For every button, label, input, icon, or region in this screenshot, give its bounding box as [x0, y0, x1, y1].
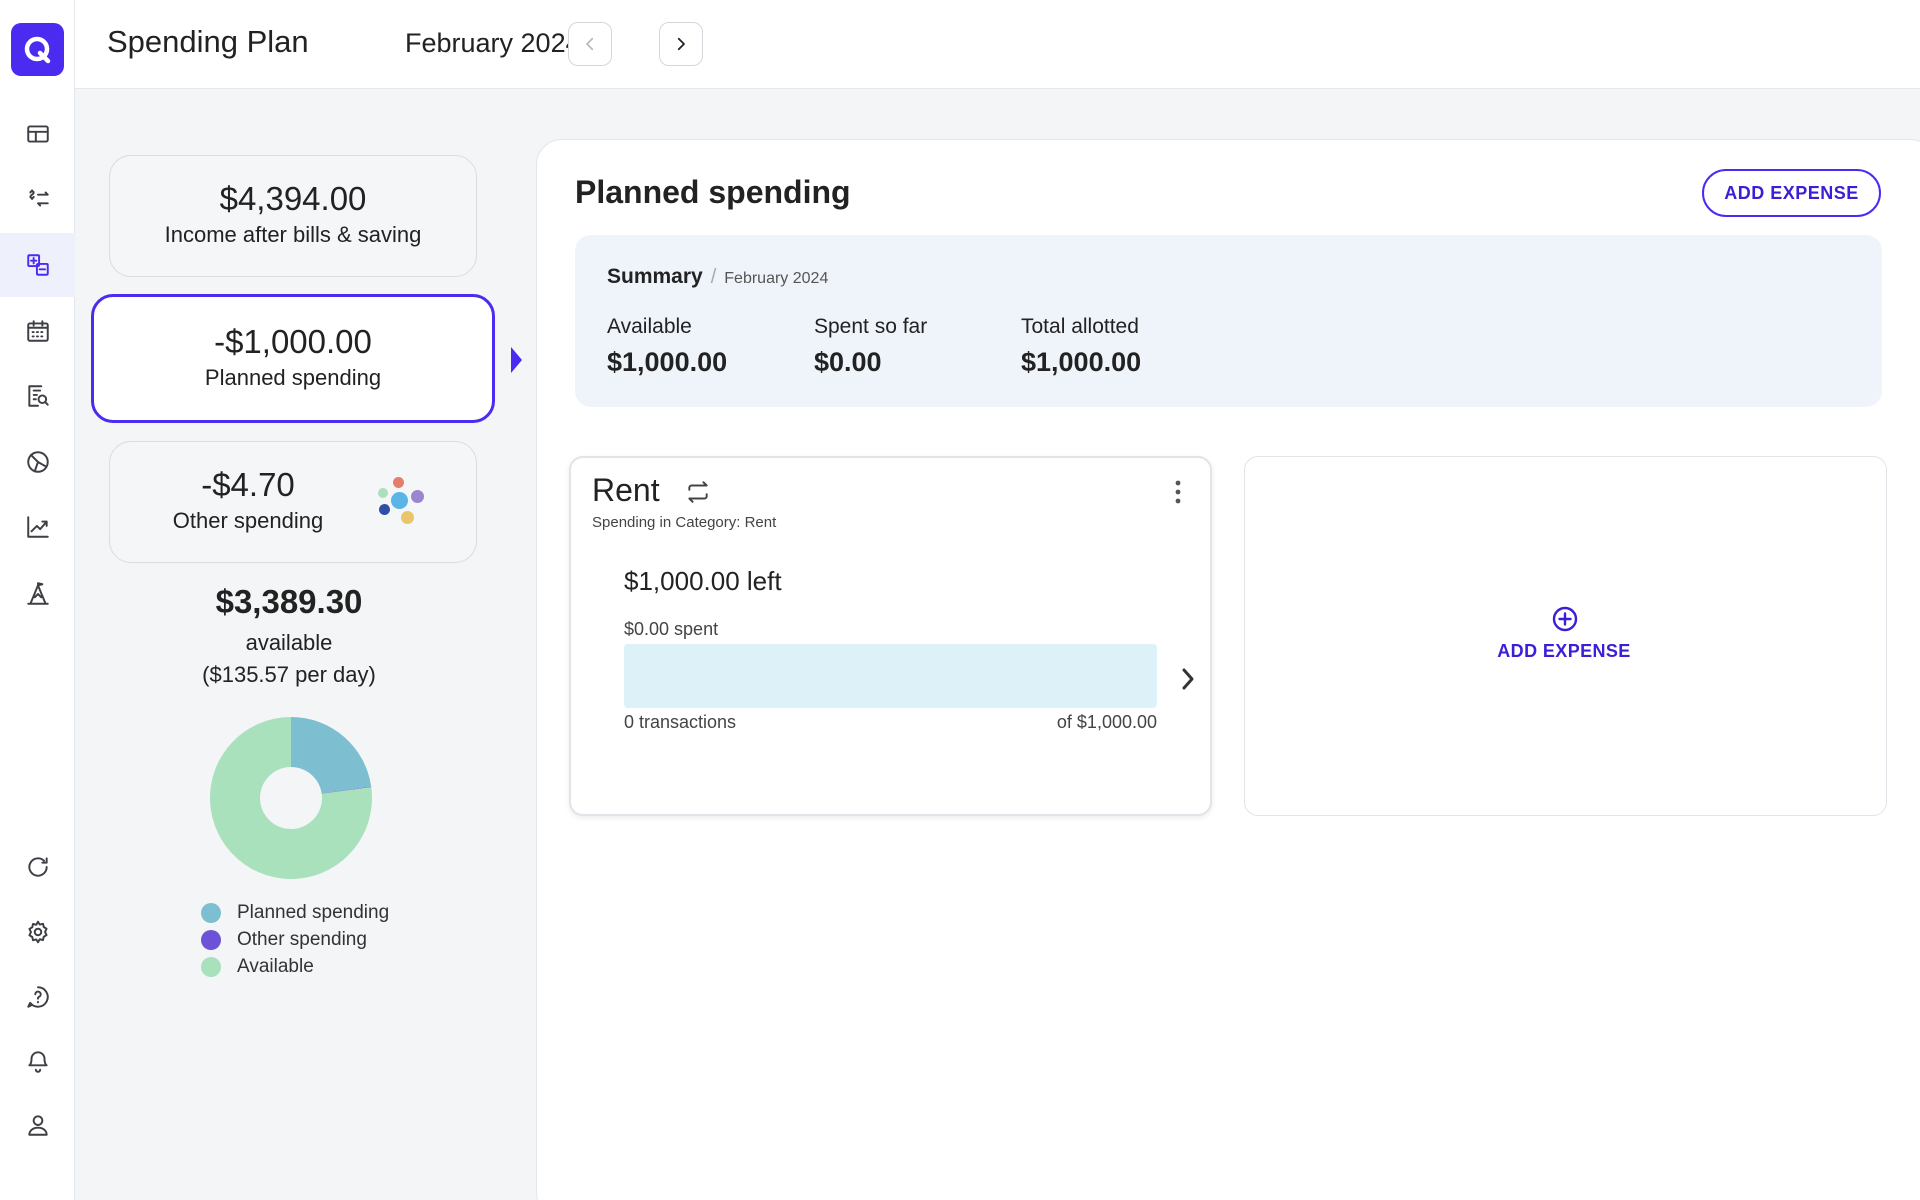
summary-period: February 2024	[724, 270, 829, 287]
sync-icon	[27, 857, 48, 877]
rail-profile[interactable]	[0, 1093, 75, 1157]
expense-name: Rent	[592, 472, 660, 508]
prev-month-button[interactable]	[568, 22, 612, 66]
add-expense-button[interactable]: ADD EXPENSE	[1702, 169, 1881, 217]
planned-amount: -$1,000.00	[214, 323, 372, 360]
expense-total: of $1,000.00	[1056, 712, 1157, 732]
expense-category: Spending in Category: Rent	[592, 514, 777, 531]
donut-slice	[321, 786, 372, 794]
profile-icon	[27, 1115, 48, 1136]
quicken-logo-icon	[24, 36, 50, 63]
expense-card-rent[interactable]	[569, 456, 1212, 816]
gear-icon	[27, 920, 48, 944]
rail-transactions[interactable]	[0, 167, 75, 231]
chevron-left-icon	[586, 37, 594, 51]
add-expense-card-label: ADD EXPENSE	[1497, 641, 1631, 661]
expense-spent: $0.00 spent	[624, 619, 719, 639]
app-logo[interactable]	[11, 23, 64, 76]
legend-swatch	[201, 956, 221, 977]
legend-item: Planned spending	[201, 899, 389, 926]
plus-circle-icon	[1552, 606, 1578, 632]
planning-icon	[26, 582, 49, 605]
other-spending-dots-icon	[376, 477, 426, 527]
legend-label: Other spending	[237, 928, 367, 950]
bell-icon	[27, 1051, 48, 1073]
page-title: Spending Plan	[107, 24, 309, 59]
rail-reports[interactable]	[0, 364, 75, 428]
help-icon	[26, 986, 49, 1008]
selection-arrow	[511, 347, 522, 373]
donut-slice	[210, 717, 372, 879]
recurring-icon	[688, 481, 708, 503]
rail-help[interactable]	[0, 965, 75, 1029]
rail-sync[interactable]	[0, 835, 75, 899]
income-amount: $4,394.00	[219, 180, 367, 217]
more-options-icon[interactable]	[1166, 477, 1190, 507]
other-amount: -$4.70	[201, 466, 295, 503]
donut-legend: Planned spending Other spending Availabl…	[201, 899, 389, 980]
legend-item: Other spending	[201, 926, 389, 953]
legend-label: Planned spending	[237, 901, 390, 923]
dashboard-icon	[26, 125, 49, 143]
legend-swatch	[201, 902, 221, 923]
summary-available-value: $1,000.00	[607, 347, 728, 377]
chevron-right-icon	[677, 37, 685, 51]
rail-calendar[interactable]	[0, 299, 75, 363]
rail-investments[interactable]	[0, 495, 75, 559]
legend-item: Available	[201, 953, 389, 980]
month-label: February 2024	[405, 28, 581, 58]
rail-dashboard[interactable]	[0, 102, 75, 166]
budget-pie-icon	[26, 451, 49, 473]
rail-notifications[interactable]	[0, 1029, 75, 1093]
next-month-button[interactable]	[659, 22, 703, 66]
summary-box: Summary / February 2024 Available $1,000…	[575, 235, 1882, 407]
donut-slice	[291, 717, 372, 794]
income-label: Income after bills & saving	[164, 222, 422, 247]
expense-remaining: $1,000.00 left	[624, 566, 782, 596]
summary-spent: Spent so far $0.00	[814, 315, 927, 378]
calendar-icon	[26, 320, 49, 342]
rail-spending-plan[interactable]	[0, 233, 75, 297]
summary-available: Available $1,000.00	[607, 315, 727, 378]
summary-heading: Summary	[607, 265, 703, 288]
rail-budget[interactable]	[0, 430, 75, 494]
summary-available-label: Available	[607, 315, 692, 338]
transactions-icon	[28, 189, 49, 207]
summary-separator: /	[710, 266, 717, 288]
chevron-right-icon[interactable]	[1178, 666, 1198, 692]
spending-plan-icon	[26, 254, 49, 276]
left-rail	[0, 0, 75, 1200]
summary-total-value: $1,000.00	[1021, 347, 1142, 377]
rail-planning[interactable]	[0, 562, 75, 626]
summary-total: Total allotted $1,000.00	[1021, 315, 1141, 378]
available-per-day: ($135.57 per day)	[202, 662, 376, 687]
summary-header: Summary / February 2024	[607, 265, 828, 289]
available-label: available	[245, 630, 333, 655]
planned-spending-card[interactable]: -$1,000.00 Planned spending	[91, 294, 495, 423]
other-spending-card[interactable]: -$4.70 Other spending	[109, 441, 477, 563]
expense-progress-bar[interactable]	[624, 644, 1157, 708]
legend-label: Available	[237, 955, 314, 977]
expense-transactions: 0 transactions	[624, 712, 737, 732]
panel-title: Planned spending	[575, 174, 851, 210]
investments-icon	[26, 516, 49, 538]
available-amount: $3,389.30	[215, 583, 363, 620]
add-expense-card[interactable]	[1244, 456, 1887, 816]
summary-total-label: Total allotted	[1021, 315, 1139, 338]
income-card[interactable]: $4,394.00 Income after bills & saving	[109, 155, 477, 277]
rail-settings[interactable]	[0, 900, 75, 964]
summary-spent-value: $0.00	[814, 347, 882, 377]
other-label: Other spending	[172, 508, 324, 533]
planned-label: Planned spending	[204, 365, 382, 390]
spending-donut-chart	[210, 717, 372, 879]
legend-swatch	[201, 929, 221, 950]
reports-icon	[27, 385, 49, 407]
summary-spent-label: Spent so far	[814, 315, 928, 338]
top-bar: Spending Plan February 2024	[75, 0, 1920, 89]
